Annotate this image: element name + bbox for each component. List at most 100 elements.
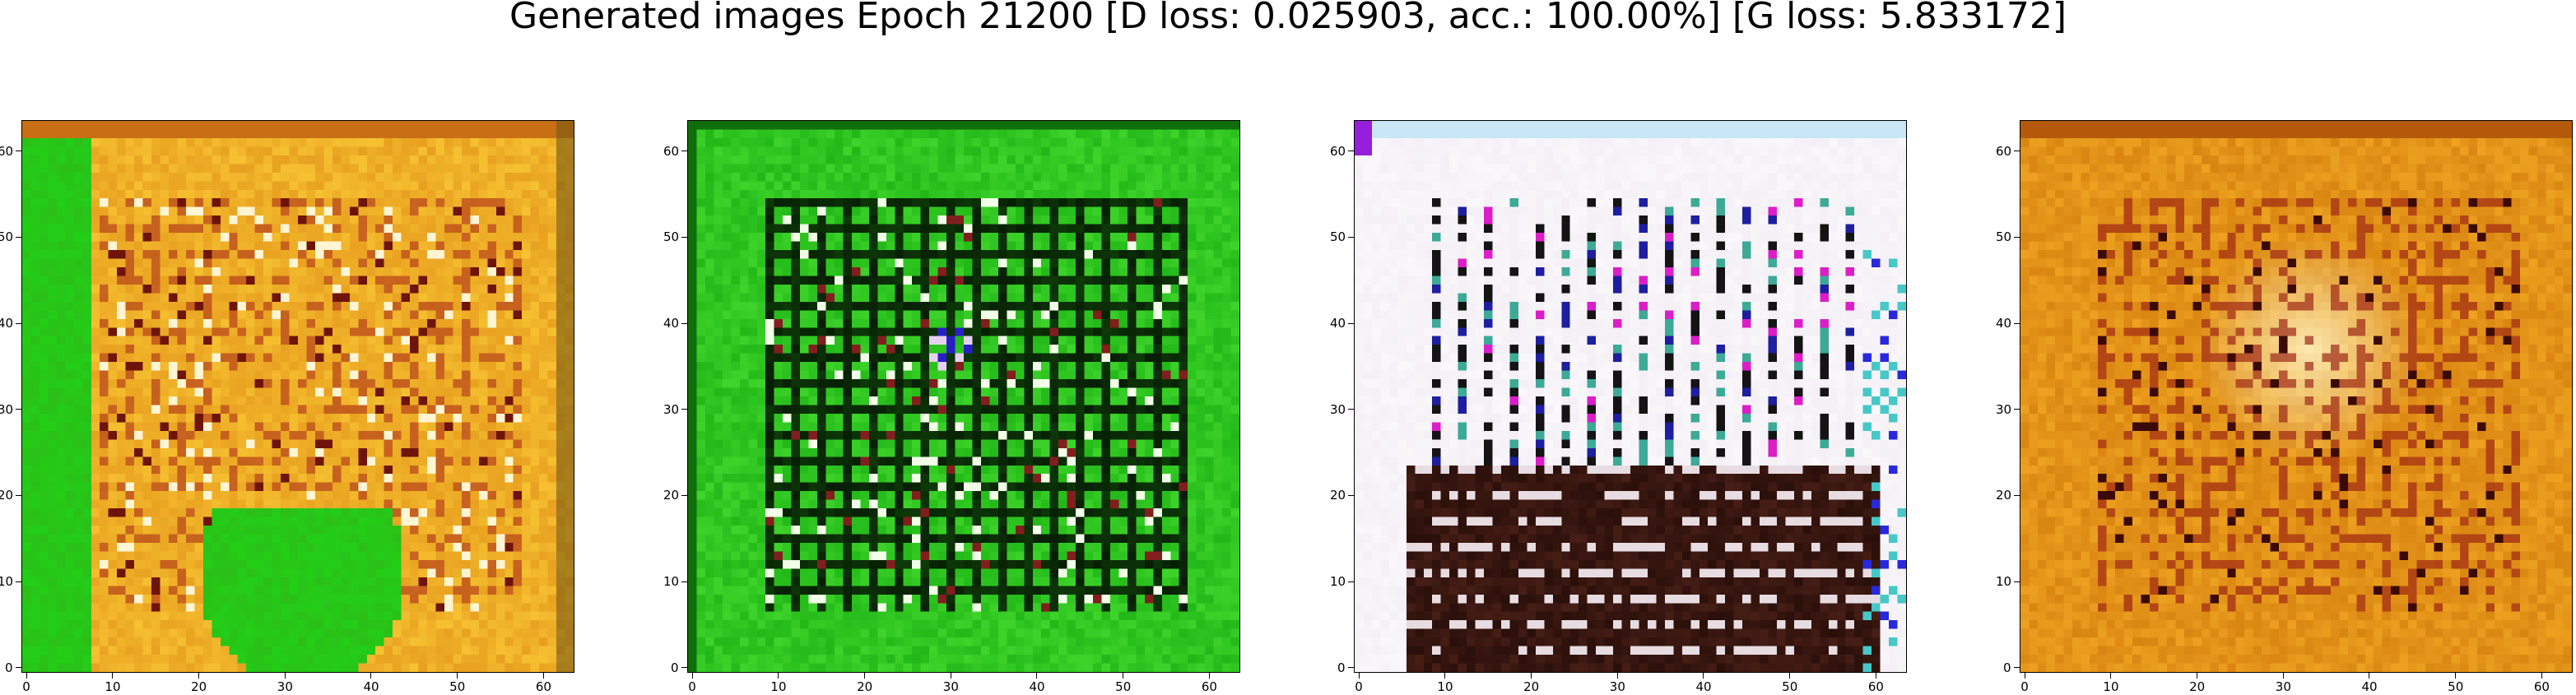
x-tick-mark xyxy=(2541,673,2542,679)
x-tick-label: 60 xyxy=(2534,681,2550,693)
y-tick-mark xyxy=(16,323,21,324)
x-tick-label: 60 xyxy=(536,681,551,693)
x-tick-mark xyxy=(370,673,371,679)
y-tick-label: 50 xyxy=(0,231,13,243)
x-tick-mark xyxy=(198,673,199,679)
x-tick-label: 50 xyxy=(1782,681,1797,693)
x-tick-label: 30 xyxy=(943,681,959,693)
x-tick-label: 20 xyxy=(191,681,207,693)
image-axes-1 xyxy=(21,120,574,673)
x-tick-mark xyxy=(1617,673,1618,679)
y-tick-label: 20 xyxy=(663,489,679,502)
subplot-2: 0 10 20 30 40 50 60 0 10 20 30 40 50 60 xyxy=(687,120,1240,673)
image-axes-3 xyxy=(1354,120,1907,673)
y-tick-mark xyxy=(16,237,21,238)
y-tick-mark xyxy=(2014,495,2020,496)
x-tick-mark xyxy=(2110,673,2111,679)
y-tick-mark xyxy=(16,581,21,582)
x-tick-label: 0 xyxy=(688,681,696,693)
y-tick-mark xyxy=(16,495,21,496)
y-tick-label: 60 xyxy=(1996,146,2011,158)
y-tick-label: 50 xyxy=(1996,231,2011,243)
x-tick-mark xyxy=(1036,673,1037,679)
x-tick-mark xyxy=(457,673,458,679)
y-tick-mark xyxy=(681,237,687,238)
y-tick-mark xyxy=(1348,409,1354,410)
x-tick-label: 30 xyxy=(277,681,293,693)
generated-image-4 xyxy=(2020,121,2572,672)
x-tick-label: 10 xyxy=(1437,681,1453,693)
y-tick-mark xyxy=(16,409,21,410)
y-tick-mark xyxy=(16,667,21,668)
y-tick-mark xyxy=(2014,409,2020,410)
x-tick-mark xyxy=(543,673,544,679)
x-tick-label: 40 xyxy=(1029,681,1044,693)
y-tick-label: 30 xyxy=(663,404,679,416)
x-tick-mark xyxy=(1444,673,1445,679)
y-tick-mark xyxy=(681,495,687,496)
y-tick-label: 0 xyxy=(671,662,679,674)
x-tick-label: 40 xyxy=(363,681,379,693)
x-tick-label: 50 xyxy=(449,681,465,693)
y-tick-label: 40 xyxy=(1996,317,2011,330)
y-tick-label: 20 xyxy=(1996,489,2011,502)
y-tick-label: 60 xyxy=(663,146,679,158)
image-axes-4 xyxy=(2020,120,2573,673)
x-tick-label: 0 xyxy=(2020,681,2029,693)
y-tick-mark xyxy=(2014,323,2020,324)
y-tick-label: 0 xyxy=(5,662,13,674)
generated-image-3 xyxy=(1355,121,1906,672)
y-tick-mark xyxy=(1348,581,1354,582)
x-tick-label: 20 xyxy=(857,681,872,693)
x-tick-mark xyxy=(778,673,779,679)
y-tick-label: 40 xyxy=(1330,317,1346,330)
x-tick-mark xyxy=(112,673,113,679)
y-tick-label: 20 xyxy=(0,489,13,502)
x-tick-label: 10 xyxy=(770,681,786,693)
y-tick-label: 30 xyxy=(1996,404,2011,416)
generated-image-1 xyxy=(22,121,574,672)
y-tick-mark xyxy=(2014,667,2020,668)
y-tick-mark xyxy=(1348,495,1354,496)
x-tick-label: 50 xyxy=(1115,681,1131,693)
y-tick-mark xyxy=(1348,237,1354,238)
x-tick-mark xyxy=(1703,673,1704,679)
y-tick-label: 30 xyxy=(0,404,13,416)
y-tick-label: 40 xyxy=(0,317,13,330)
subplot-3: 0 10 20 30 40 50 60 0 10 20 30 40 50 60 xyxy=(1354,120,1907,673)
x-tick-label: 0 xyxy=(22,681,30,693)
y-tick-label: 30 xyxy=(1330,404,1346,416)
y-tick-mark xyxy=(2014,581,2020,582)
x-tick-mark xyxy=(864,673,865,679)
x-tick-label: 10 xyxy=(105,681,120,693)
y-tick-label: 10 xyxy=(663,576,679,588)
x-tick-mark xyxy=(26,673,27,679)
y-tick-label: 0 xyxy=(1337,662,1346,674)
y-tick-label: 50 xyxy=(1330,231,1346,243)
y-tick-label: 20 xyxy=(1330,489,1346,502)
subplot-1: 0 10 20 30 40 50 60 0 10 20 30 40 50 60 xyxy=(21,120,574,673)
generated-image-2 xyxy=(688,121,1239,672)
x-tick-label: 30 xyxy=(2276,681,2291,693)
y-tick-label: 10 xyxy=(0,576,13,588)
y-tick-label: 40 xyxy=(663,317,679,330)
y-tick-label: 60 xyxy=(1330,146,1346,158)
y-tick-label: 0 xyxy=(2003,662,2011,674)
x-tick-mark xyxy=(1789,673,1790,679)
x-tick-label: 20 xyxy=(2189,681,2205,693)
y-tick-mark xyxy=(681,409,687,410)
x-tick-mark xyxy=(285,673,286,679)
x-tick-label: 40 xyxy=(2361,681,2377,693)
x-tick-label: 50 xyxy=(2448,681,2463,693)
y-tick-mark xyxy=(681,581,687,582)
y-tick-mark xyxy=(2014,237,2020,238)
image-axes-2 xyxy=(687,120,1240,673)
y-tick-mark xyxy=(1348,667,1354,668)
y-tick-label: 10 xyxy=(1330,576,1346,588)
y-tick-label: 60 xyxy=(0,146,13,158)
y-tick-label: 10 xyxy=(1996,576,2011,588)
x-tick-mark xyxy=(692,673,693,679)
x-tick-label: 30 xyxy=(1610,681,1625,693)
y-tick-mark xyxy=(681,323,687,324)
x-tick-mark xyxy=(1531,673,1532,679)
